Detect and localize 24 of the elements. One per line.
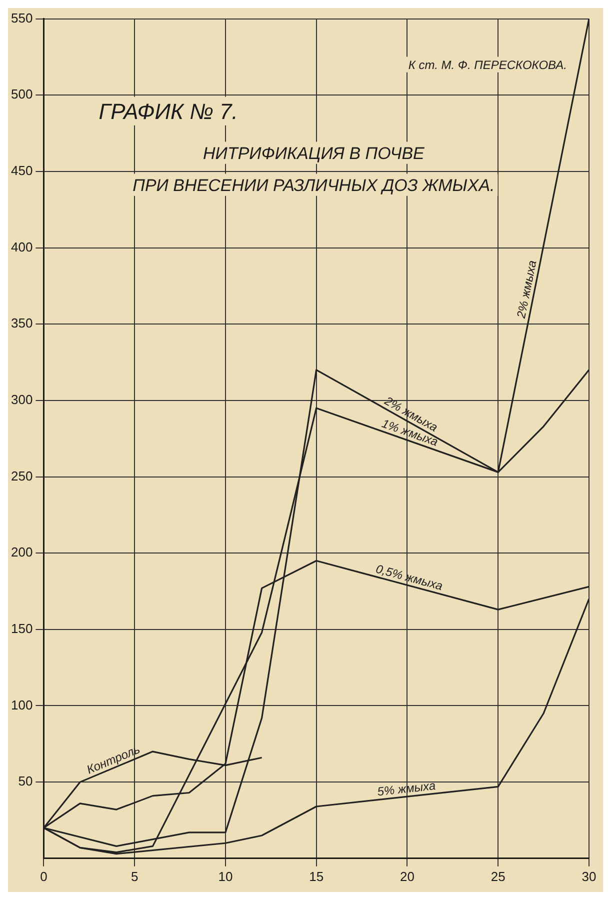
y-tick-label: 450 <box>10 163 33 178</box>
x-tick-label: 25 <box>490 868 506 884</box>
y-tick-label: 100 <box>10 697 33 712</box>
y-tick-label: 350 <box>10 316 33 331</box>
y-tick-label: 400 <box>10 239 33 254</box>
x-tick-label: 5 <box>130 868 138 884</box>
x-tick-label: 10 <box>218 868 233 884</box>
y-tick-label: 50 <box>18 774 33 789</box>
y-tick-label: 550 <box>10 10 33 26</box>
annotation: 2% жмыха <box>514 258 540 320</box>
text: 0,5% жмыха <box>374 562 445 594</box>
text: 5% жмыха <box>376 778 437 799</box>
annotation: К ст. М. Ф. ПЕРЕСКОКОВА. <box>408 58 567 72</box>
y-tick-label: 250 <box>10 468 33 484</box>
x-tick-label: 30 <box>582 868 596 884</box>
y-tick-label: 500 <box>10 86 33 102</box>
y-tick-label: 200 <box>10 544 33 560</box>
text: ГРАФИК № 7. <box>98 98 238 124</box>
x-tick-label: 20 <box>400 868 414 884</box>
x-tick-label: 0 <box>40 868 48 884</box>
y-tick-label: 150 <box>10 620 33 636</box>
y-tick-label: 300 <box>10 392 33 408</box>
x-tick-label: 15 <box>309 868 324 884</box>
text: НИТРИФИКАЦИЯ В ПОЧВЕ ПРИ ВНЕСЕНИИ РАЗЛИЧНЫХ ДОЗ ЖМЫХА. <box>132 144 495 195</box>
